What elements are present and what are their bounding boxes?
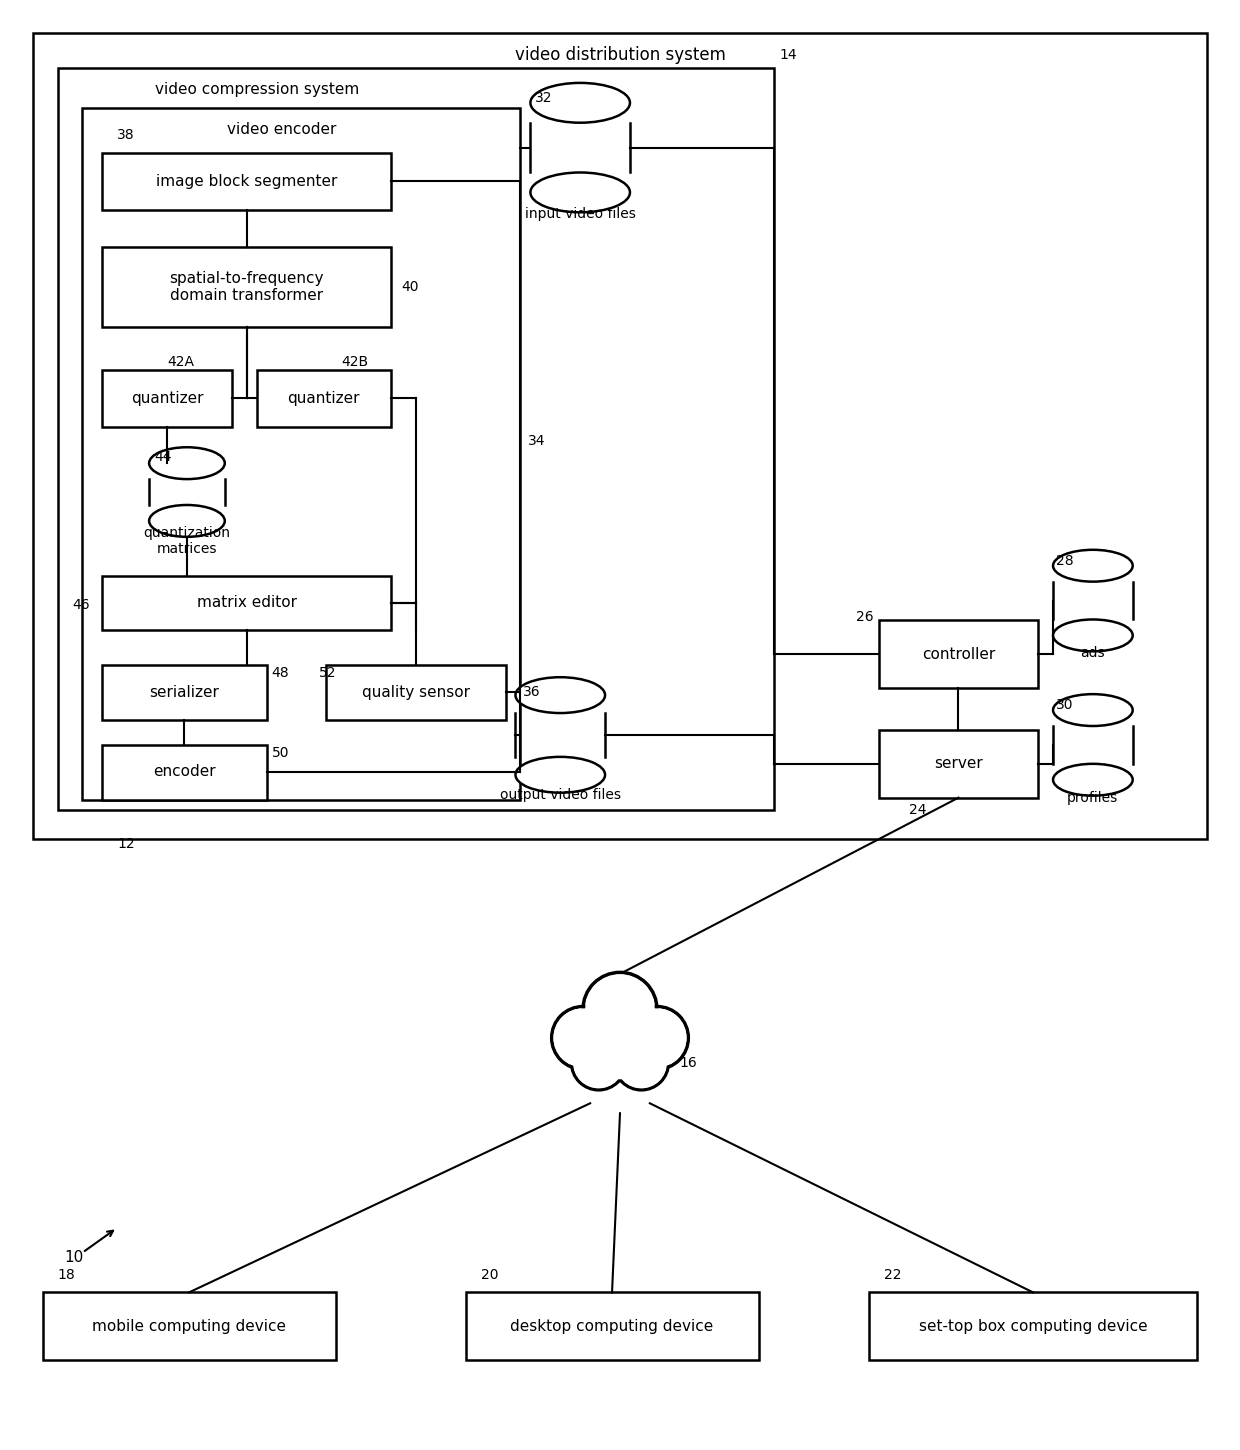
Text: desktop computing device: desktop computing device [511, 1320, 714, 1334]
Text: 42A: 42A [167, 355, 193, 368]
Ellipse shape [531, 173, 630, 212]
Bar [466, 1292, 759, 1360]
Text: matrix editor: matrix editor [197, 594, 296, 610]
Circle shape [598, 1032, 642, 1079]
Text: 14: 14 [779, 48, 797, 62]
Circle shape [595, 1031, 645, 1080]
Text: set-top box computing device: set-top box computing device [919, 1320, 1147, 1334]
Bar [879, 621, 1038, 689]
Ellipse shape [1053, 619, 1132, 651]
Text: 34: 34 [528, 435, 546, 448]
Text: quantizer: quantizer [130, 392, 203, 406]
Text: 10: 10 [64, 1250, 84, 1264]
Text: 30: 30 [1056, 697, 1074, 712]
Text: 20: 20 [481, 1267, 498, 1282]
Text: video distribution system: video distribution system [515, 46, 725, 64]
Circle shape [629, 1009, 686, 1067]
Text: 46: 46 [73, 597, 91, 612]
Ellipse shape [1053, 695, 1132, 726]
Text: 18: 18 [57, 1267, 76, 1282]
Text: 28: 28 [1056, 554, 1074, 568]
Bar [32, 33, 1208, 840]
Text: 48: 48 [272, 666, 289, 680]
Text: input video files: input video files [525, 207, 636, 222]
Text: serializer: serializer [149, 684, 219, 700]
Text: video encoder: video encoder [227, 122, 336, 138]
Text: ads: ads [1080, 647, 1105, 660]
Text: server: server [934, 757, 983, 771]
Text: quantizer: quantizer [288, 392, 360, 406]
Text: profiles: profiles [1068, 790, 1118, 805]
Ellipse shape [1053, 550, 1132, 581]
Bar [103, 152, 391, 210]
Bar [103, 247, 391, 326]
Ellipse shape [149, 447, 224, 478]
Text: encoder: encoder [153, 764, 216, 779]
Ellipse shape [1053, 764, 1132, 796]
Ellipse shape [516, 757, 605, 793]
Text: 24: 24 [909, 803, 926, 816]
Text: output video files: output video files [500, 787, 621, 802]
Bar [879, 729, 1038, 798]
Text: quality sensor: quality sensor [362, 684, 470, 700]
Text: 44: 44 [154, 450, 171, 464]
Bar [42, 1292, 336, 1360]
Text: controller: controller [921, 647, 996, 661]
Text: quantization
matrices: quantization matrices [144, 526, 231, 555]
Ellipse shape [531, 83, 630, 123]
Text: 40: 40 [401, 280, 418, 294]
Ellipse shape [516, 677, 605, 713]
Text: 50: 50 [272, 745, 289, 760]
Circle shape [616, 1038, 666, 1088]
Text: video compression system: video compression system [155, 83, 358, 97]
Text: 26: 26 [857, 610, 874, 625]
Bar [103, 576, 391, 631]
Text: 16: 16 [680, 1057, 697, 1070]
Text: 32: 32 [536, 91, 553, 104]
Circle shape [614, 1035, 668, 1090]
Text: mobile computing device: mobile computing device [92, 1320, 286, 1334]
Text: 52: 52 [320, 666, 337, 680]
Bar [57, 68, 774, 809]
Bar [82, 107, 521, 799]
Text: 42B: 42B [341, 355, 368, 368]
Circle shape [587, 976, 653, 1044]
Bar [869, 1292, 1198, 1360]
Circle shape [626, 1006, 688, 1069]
Bar [103, 666, 267, 721]
Bar [103, 745, 267, 799]
Text: 38: 38 [118, 128, 135, 142]
Ellipse shape [149, 505, 224, 536]
Circle shape [554, 1009, 611, 1067]
Bar [326, 666, 506, 721]
Text: 12: 12 [118, 838, 135, 851]
Circle shape [574, 1038, 624, 1088]
Circle shape [552, 1006, 614, 1069]
Circle shape [572, 1035, 626, 1090]
Text: 36: 36 [523, 686, 541, 699]
Bar [103, 370, 232, 428]
Circle shape [583, 973, 657, 1047]
Text: 22: 22 [884, 1267, 901, 1282]
Text: spatial-to-frequency
domain transformer: spatial-to-frequency domain transformer [170, 271, 324, 303]
Text: image block segmenter: image block segmenter [156, 174, 337, 188]
Bar [257, 370, 391, 428]
